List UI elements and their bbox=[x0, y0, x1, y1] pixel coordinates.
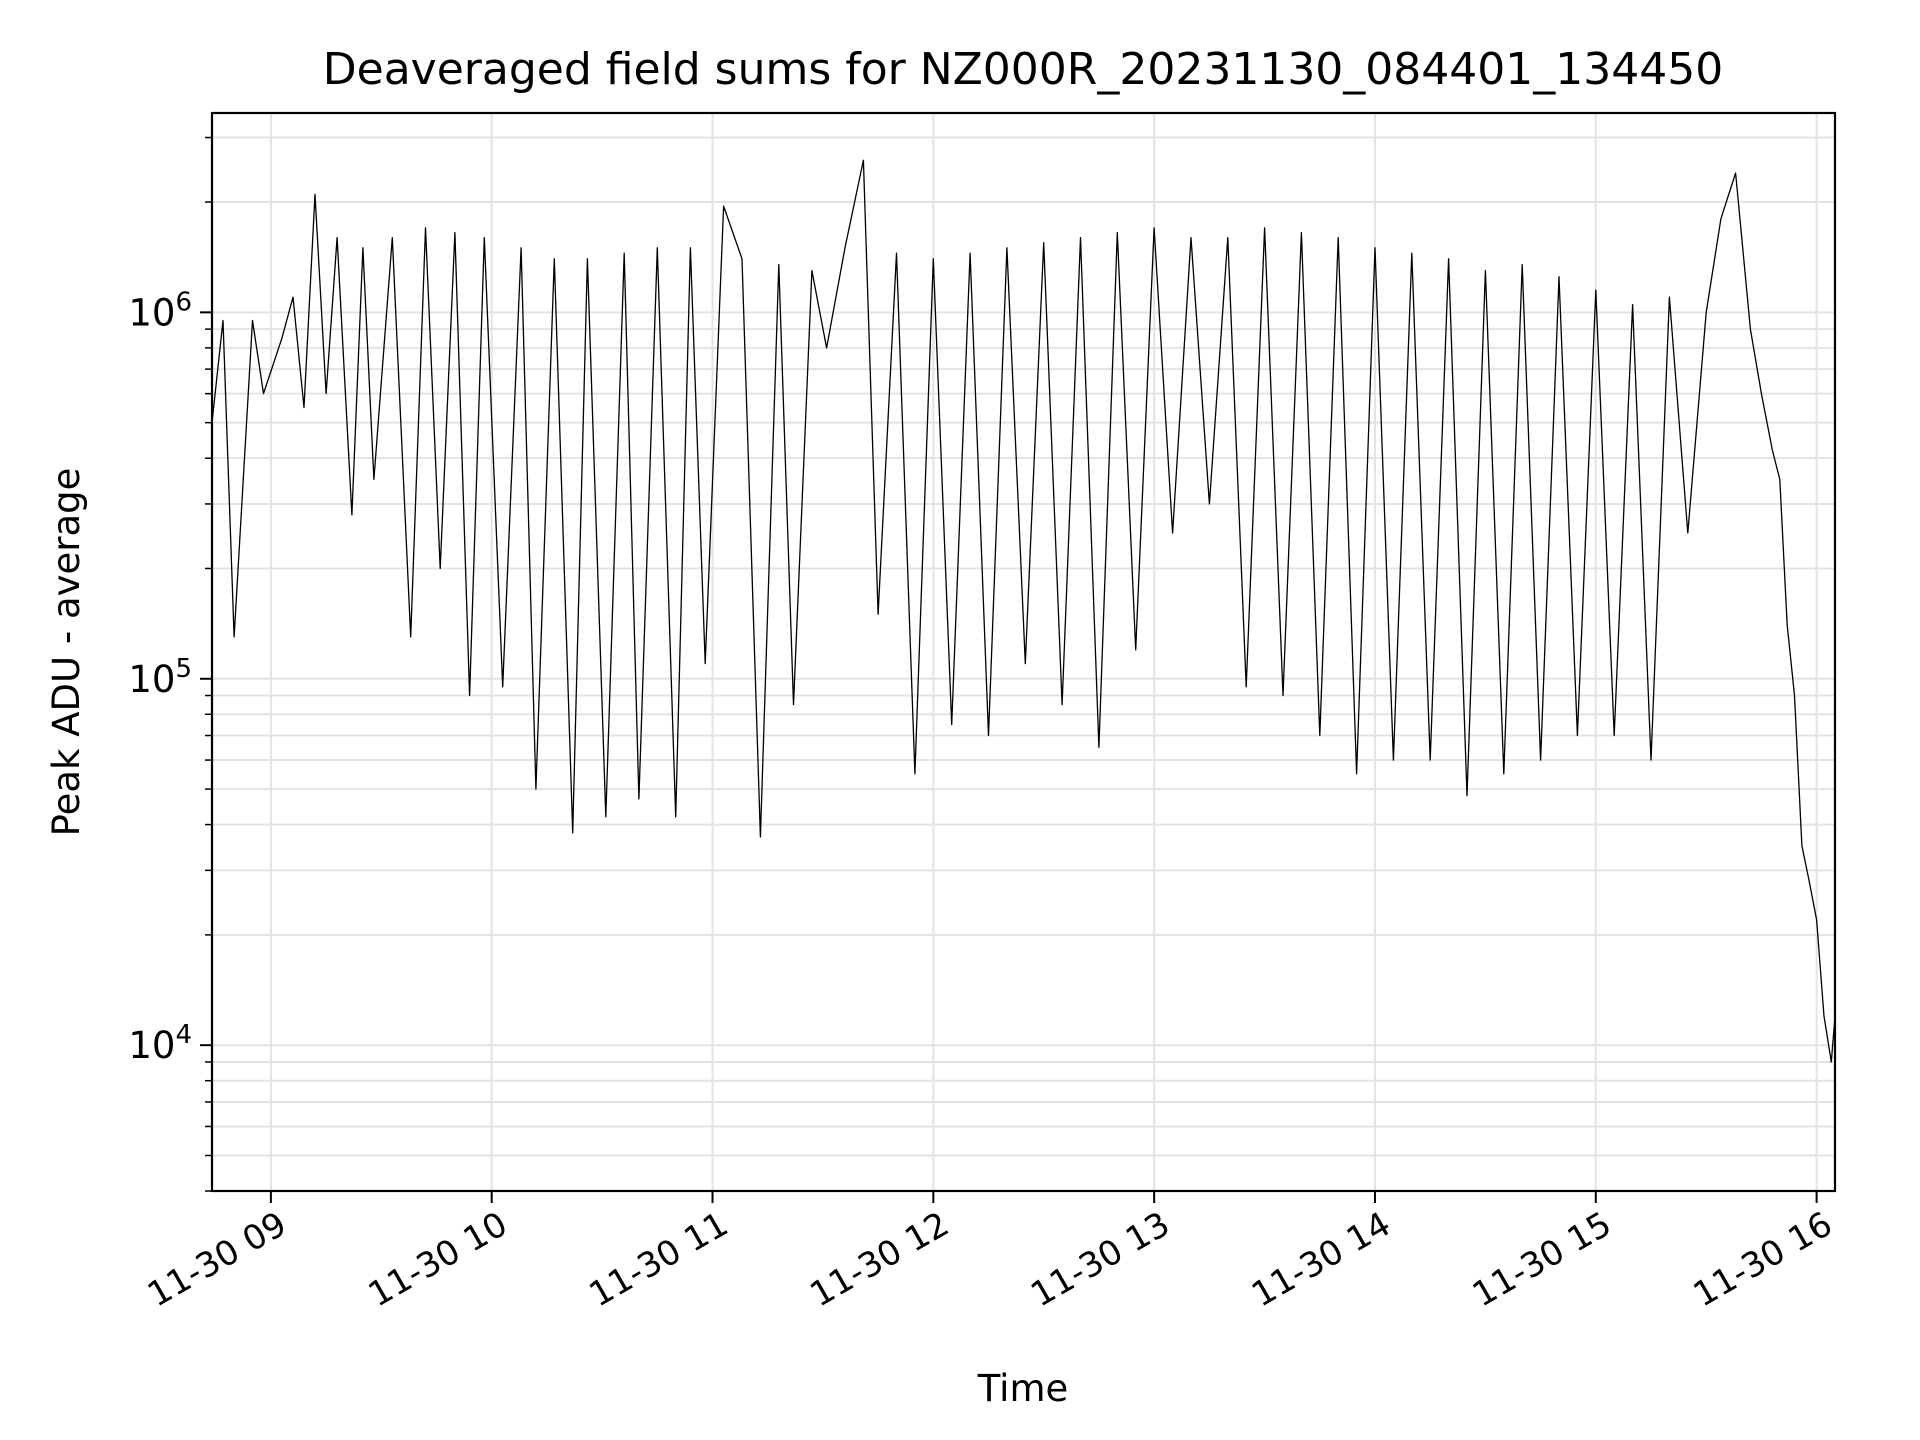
series-line bbox=[211, 159, 1836, 1063]
plot-area-frame bbox=[210, 111, 1837, 1193]
y-tick-label: 104 bbox=[128, 1020, 192, 1067]
series-layer bbox=[211, 159, 1836, 1063]
chart-title: Deaveraged field sums for NZ000R_2023113… bbox=[323, 44, 1723, 95]
grid-lines bbox=[212, 113, 1835, 1192]
y-tick-label: 105 bbox=[128, 654, 192, 701]
y-tick-label: 106 bbox=[128, 287, 192, 334]
y-axis: 104 105 106 bbox=[128, 136, 212, 1192]
x-axis-label: Time bbox=[977, 1367, 1069, 1410]
y-axis-label: Peak ADU - average bbox=[45, 468, 88, 837]
